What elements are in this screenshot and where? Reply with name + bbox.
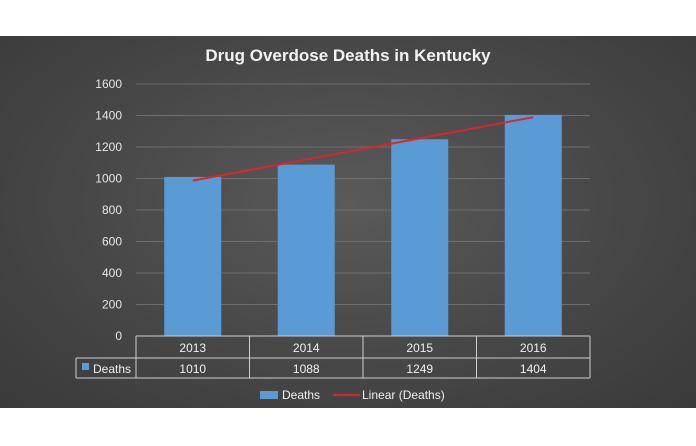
chart-svg: Drug Overdose Deaths in Kentucky 0 200 400… <box>75 46 591 402</box>
data-table-value: 1088 <box>293 362 320 376</box>
legend-label-deaths: Deaths <box>282 388 320 402</box>
chart-panel: Drug Overdose Deaths in Kentucky 0 200 400… <box>0 36 696 408</box>
x-tick-label: 2013 <box>179 341 206 355</box>
bar-2014 <box>277 164 335 336</box>
x-tick-label: 2015 <box>406 341 433 355</box>
bar-series <box>164 114 562 337</box>
y-tick-label: 400 <box>102 266 122 280</box>
y-tick-label: 1600 <box>95 77 122 91</box>
bar-2013 <box>164 176 222 336</box>
data-table-value: 1249 <box>406 362 433 376</box>
y-tick-label: 800 <box>102 203 122 217</box>
data-table-key <box>82 363 89 370</box>
y-tick-label: 1400 <box>95 109 122 123</box>
y-tick-label: 200 <box>102 298 122 312</box>
legend: Deaths Linear (Deaths) <box>260 388 445 402</box>
y-tick-label: 0 <box>115 329 122 343</box>
data-table-value: 1404 <box>520 362 547 376</box>
data-table-value: 1010 <box>179 362 206 376</box>
trendline <box>192 116 534 182</box>
trendline-layer <box>192 116 534 182</box>
bar-2016 <box>504 114 562 337</box>
legend-swatch-deaths <box>260 391 278 399</box>
chart-title: Drug Overdose Deaths in Kentucky <box>205 46 491 65</box>
bar-2015 <box>391 139 449 336</box>
y-tick-label: 600 <box>102 235 122 249</box>
y-axis-tick-labels: 0 200 400 600 800 1000 1200 1400 1600 <box>95 77 122 343</box>
y-tick-label: 1200 <box>95 140 122 154</box>
y-tick-label: 1000 <box>95 172 122 186</box>
x-tick-label: 2016 <box>520 341 547 355</box>
x-tick-label: 2014 <box>293 341 320 355</box>
data-table: 2013 1010 2014 1088 2015 1249 2016 1404 Deaths <box>75 335 591 379</box>
legend-label-trendline: Linear (Deaths) <box>362 388 445 402</box>
data-table-row-label: Deaths <box>93 362 131 376</box>
